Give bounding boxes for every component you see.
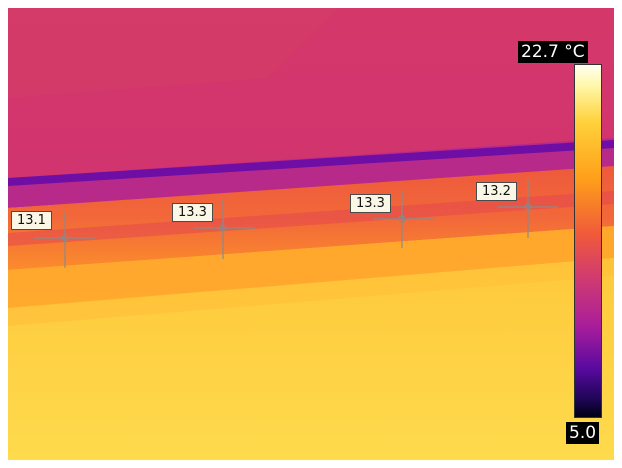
band-stripe xyxy=(8,191,614,246)
spot-label: 13.1 xyxy=(11,211,52,230)
spot-label: 13.3 xyxy=(172,203,213,222)
thermal-scene xyxy=(8,8,614,460)
scale-max-label: 22.7 °C xyxy=(518,41,588,63)
ledge-line xyxy=(8,140,614,186)
spot-label: 13.3 xyxy=(350,194,391,213)
upper-warm-patch xyxy=(8,8,338,98)
spot-crosshair xyxy=(34,211,96,268)
yellow-transition xyxy=(8,258,614,326)
spot-label: 13.2 xyxy=(476,182,517,201)
thermal-image: 13.1 13.3 13.3 13.2 xyxy=(8,8,614,460)
orange-transition xyxy=(8,226,614,308)
spot-crosshair xyxy=(373,191,434,248)
scale-min-label: 5.0 xyxy=(566,422,600,444)
color-scale-bar xyxy=(574,64,602,418)
spot-crosshair xyxy=(498,179,558,238)
spot-crosshair xyxy=(193,200,255,259)
